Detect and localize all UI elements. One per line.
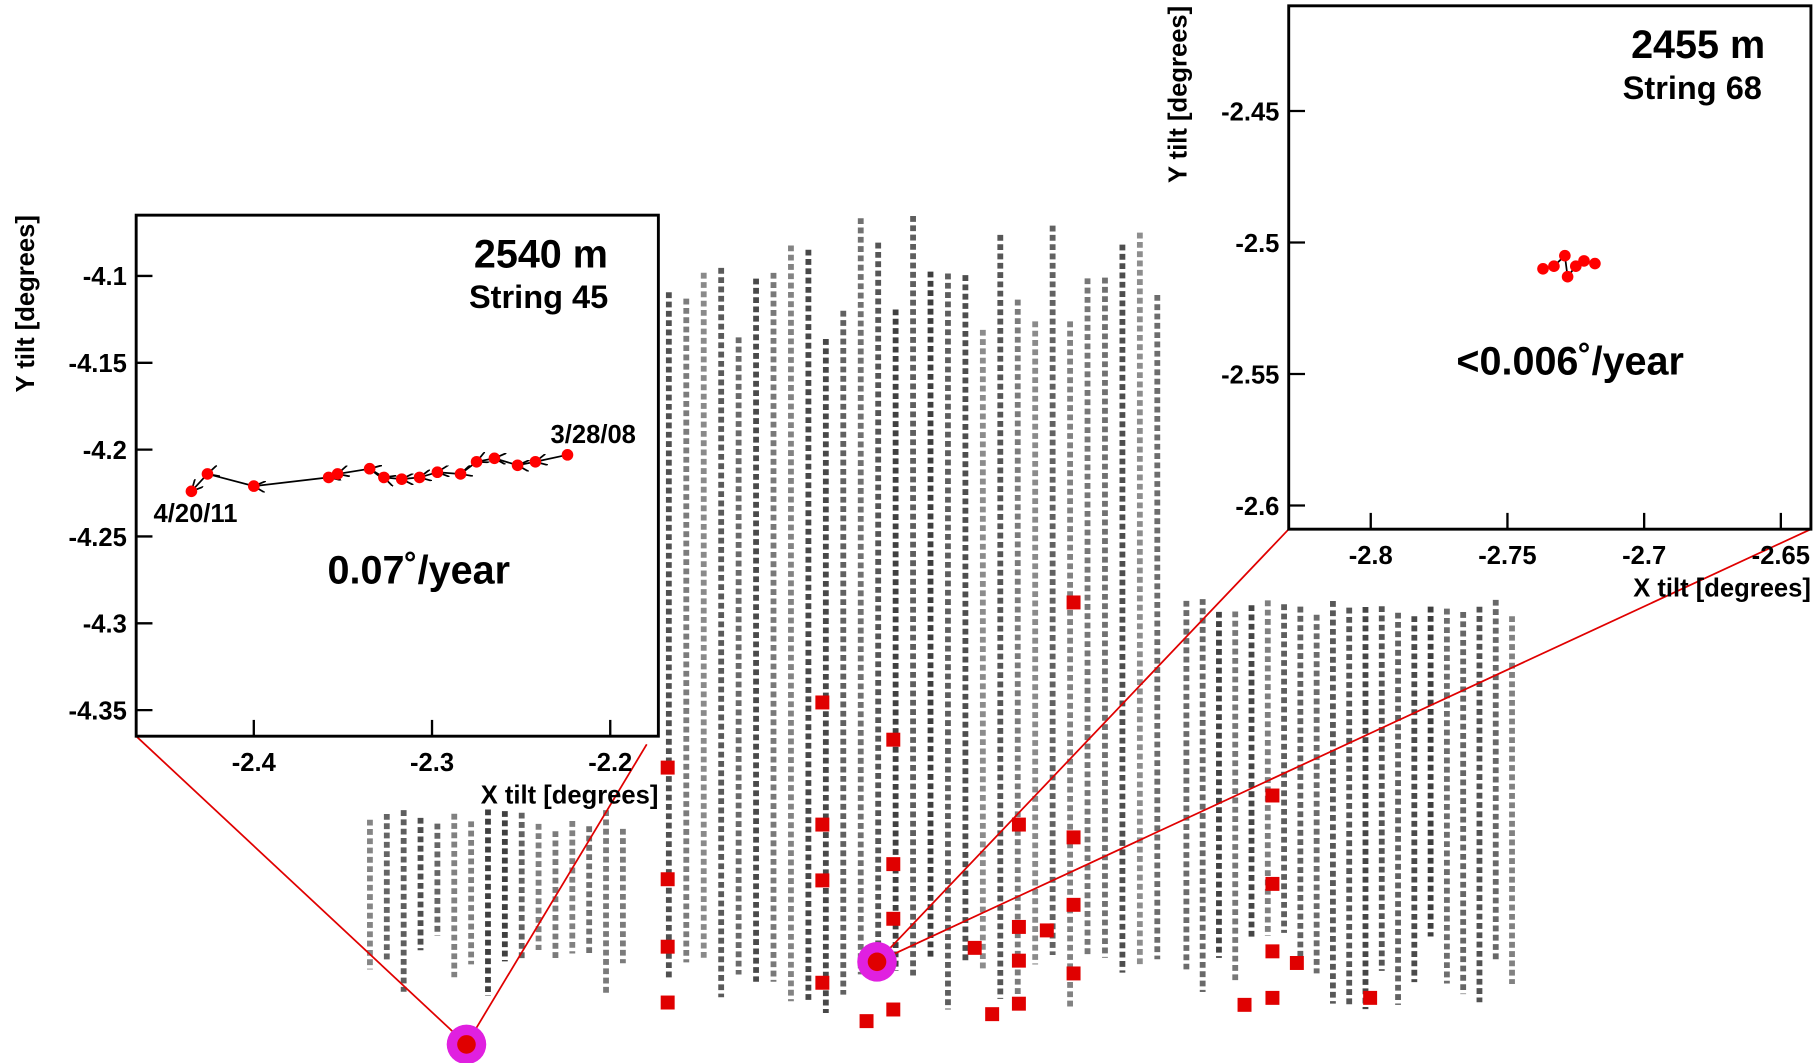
data-point bbox=[1561, 270, 1574, 283]
y-tick-label: -4.1 bbox=[83, 263, 127, 291]
data-point bbox=[247, 480, 260, 492]
sensor-highlight bbox=[1011, 817, 1026, 832]
data-line bbox=[191, 455, 568, 491]
sensor-highlight bbox=[886, 732, 901, 747]
y-tick-label: -4.15 bbox=[69, 350, 127, 378]
annotation: 3/28/08 bbox=[551, 421, 636, 449]
inset-chart: -2.4 -2.3 -2.2 -4.1 -4.15 -4.2 -4.25 -4.3 -4.35 X… bbox=[12, 213, 660, 810]
x-tick-label: -2.4 bbox=[232, 749, 277, 777]
sensor-highlight bbox=[1011, 919, 1026, 934]
y-tick-label: -4.35 bbox=[69, 697, 127, 725]
annotation: 0.07˚/year bbox=[328, 549, 510, 593]
data-point bbox=[1537, 262, 1549, 275]
y-tick-label: -4.25 bbox=[69, 524, 127, 552]
sensor-highlight bbox=[1039, 923, 1054, 938]
sensor-highlight bbox=[886, 857, 901, 872]
sensor-highlight bbox=[815, 817, 830, 832]
sensor-highlight bbox=[967, 940, 982, 955]
y-tick-label: -4.2 bbox=[83, 437, 127, 465]
y-axis-label: Y tilt [degrees] bbox=[12, 215, 40, 392]
string-marker-dot bbox=[457, 1035, 476, 1054]
sensor-highlight bbox=[815, 873, 830, 888]
sensor-highlight bbox=[1066, 897, 1081, 912]
data-point bbox=[378, 471, 390, 484]
sensor-highlight bbox=[660, 760, 675, 775]
sensor-highlight bbox=[815, 975, 830, 990]
x-tick-label: -2.2 bbox=[588, 749, 632, 777]
inset-subtitle: String 68 bbox=[1623, 70, 1762, 106]
annotation: 4/20/11 bbox=[154, 500, 238, 528]
sensor-highlight bbox=[815, 695, 830, 710]
data-point bbox=[1578, 255, 1590, 267]
inset-title: 2540 m bbox=[474, 232, 608, 276]
data-point bbox=[529, 455, 542, 468]
sensor-highlight bbox=[1289, 956, 1304, 970]
data-point bbox=[1559, 249, 1571, 262]
x-axis-label: X tilt [degrees] bbox=[1633, 575, 1811, 603]
data-point bbox=[511, 459, 524, 472]
sensor-highlight bbox=[1265, 990, 1280, 1005]
sensor-highlight bbox=[1066, 595, 1081, 610]
data-point bbox=[395, 473, 408, 485]
x-tick-label: -2.7 bbox=[1622, 542, 1666, 570]
data-point bbox=[413, 471, 426, 484]
sensor-highlight bbox=[886, 1002, 901, 1017]
zoom-lines bbox=[135, 528, 1812, 1046]
data-point bbox=[561, 449, 574, 461]
y-tick-label: -2.55 bbox=[1221, 361, 1279, 389]
sensor-highlight bbox=[660, 939, 675, 954]
data-point bbox=[331, 468, 344, 480]
y-tick-label: -2.45 bbox=[1221, 98, 1279, 126]
x-tick-label: -2.75 bbox=[1478, 542, 1536, 570]
sensor-highlight bbox=[859, 1014, 874, 1029]
inset-subtitle: String 45 bbox=[469, 279, 608, 315]
data-point bbox=[470, 455, 483, 468]
sensor-highlight bbox=[1363, 990, 1378, 1005]
x-tick-label: -2.3 bbox=[410, 749, 454, 777]
data-point bbox=[1589, 257, 1601, 270]
data-point bbox=[1548, 260, 1560, 272]
detector-array bbox=[367, 216, 1515, 1029]
x-tick-label: -2.8 bbox=[1349, 542, 1393, 570]
data-point bbox=[431, 466, 444, 479]
annotation: <0.006˚/year bbox=[1456, 339, 1684, 383]
sensor-highlight bbox=[660, 995, 675, 1010]
sensor-highlight bbox=[1237, 997, 1252, 1012]
y-axis-label: Y tilt [degrees] bbox=[1164, 6, 1192, 183]
y-tick-label: -2.5 bbox=[1235, 230, 1279, 258]
data-point bbox=[322, 471, 335, 484]
inset-chart: -2.8 -2.75 -2.7 -2.65 -2.45 -2.5 -2.55 -2.6 X ti… bbox=[1164, 4, 1813, 603]
sensor-highlight bbox=[1066, 830, 1081, 845]
data-point bbox=[201, 468, 214, 480]
sensor-highlight bbox=[1011, 953, 1026, 968]
sensor-highlight bbox=[985, 1007, 1000, 1022]
sensor-highlight bbox=[1265, 944, 1280, 959]
sensor-highlight bbox=[660, 872, 675, 887]
data-point bbox=[185, 485, 198, 498]
data-point bbox=[454, 468, 467, 480]
insets: -2.4 -2.3 -2.2 -4.1 -4.15 -4.2 -4.25 -4.3 -4.35 X… bbox=[12, 4, 1813, 810]
sensor-highlight bbox=[1011, 996, 1026, 1011]
string-marker-dot bbox=[867, 952, 887, 972]
sensor-highlight bbox=[1265, 876, 1280, 891]
x-tick-label: -2.65 bbox=[1752, 542, 1810, 570]
data-point bbox=[488, 452, 501, 465]
data-point bbox=[363, 462, 376, 475]
sensor-highlight bbox=[1265, 788, 1280, 803]
sensor-highlight bbox=[886, 911, 901, 926]
y-tick-label: -2.6 bbox=[1235, 493, 1279, 521]
inset-title: 2455 m bbox=[1631, 23, 1765, 67]
sensor-highlight bbox=[1066, 966, 1081, 981]
y-tick-label: -4.3 bbox=[83, 611, 127, 639]
x-axis-label: X tilt [degrees] bbox=[481, 782, 659, 810]
